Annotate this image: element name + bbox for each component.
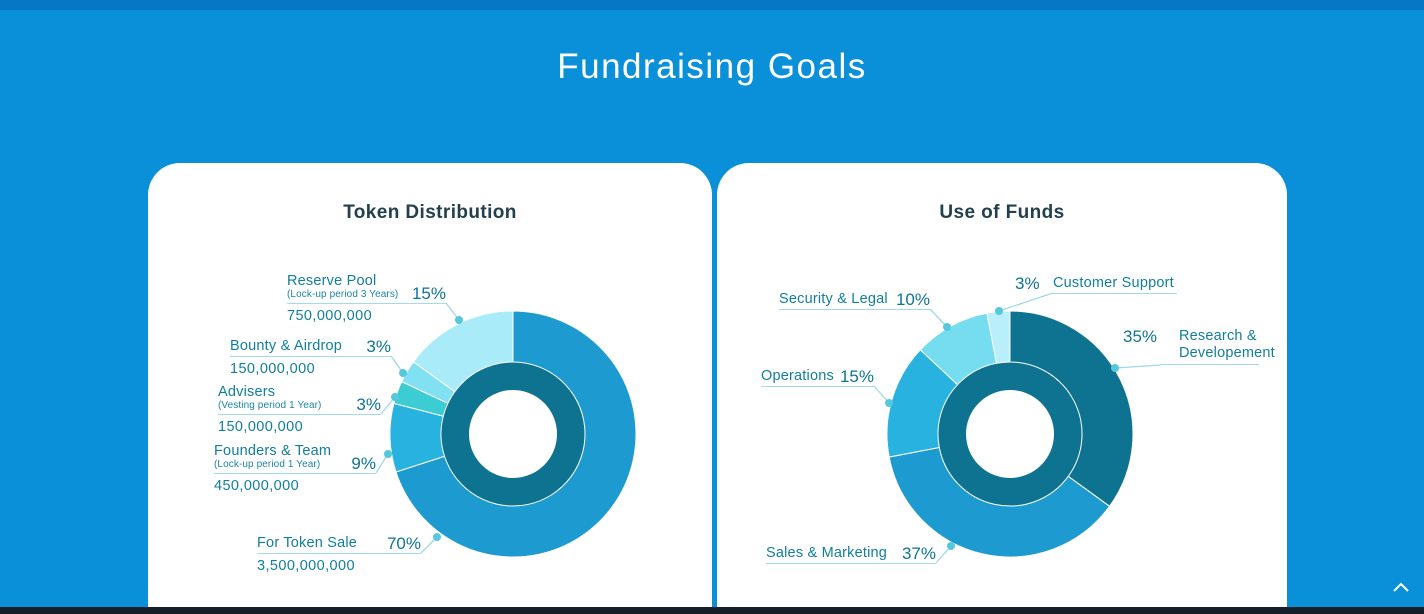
- donut-segment-1: [389, 402, 446, 473]
- label-security-legal: Security & Legal 10%: [779, 291, 930, 310]
- leader-line: [1114, 364, 1162, 369]
- leader-dot: [1111, 364, 1119, 372]
- use-of-funds-card: Use of Funds Customer Support 3%: [717, 163, 1287, 607]
- segment-label: Founders & Team: [214, 443, 332, 459]
- label-research-development: Research & Developement 35%: [1123, 328, 1275, 365]
- segment-label: Sales & Marketing: [766, 545, 888, 561]
- segment-label: Bounty & Airdrop: [230, 338, 343, 354]
- donut-segment-3: [401, 361, 456, 405]
- leader-dot: [947, 542, 955, 550]
- leader-line: [420, 536, 438, 554]
- label-founders-team: Founders & Team (Lock-up period 1 Year) …: [214, 443, 376, 494]
- segment-sublabel: (Lock-up period 1 Year): [214, 459, 321, 470]
- leader-line: [935, 545, 952, 564]
- cards-section: Token Distribution Reserve Pool (Lock-up…: [0, 163, 1424, 607]
- label-reserve-pool: Reserve Pool (Lock-up period 3 Years) 15…: [287, 273, 446, 324]
- label-bounty-airdrop: Bounty & Airdrop 3% 150,000,000: [230, 338, 391, 377]
- segment-percent: 70%: [386, 534, 421, 553]
- use-of-funds-title: Use of Funds: [939, 202, 1065, 223]
- label-customer-support: Customer Support 3%: [1015, 275, 1177, 294]
- label-operations: Operations 15%: [761, 368, 874, 387]
- leader-dot: [391, 393, 399, 401]
- leader-line: [375, 453, 389, 474]
- segment-label: Reserve Pool: [287, 273, 377, 289]
- leader-line: [929, 308, 948, 328]
- segment-label: Research & Developement: [1179, 328, 1275, 361]
- leader-line: [998, 292, 1054, 312]
- token-distribution-title: Token Distribution: [343, 202, 517, 223]
- donut-segment-2: [886, 349, 959, 458]
- segment-percent: 15%: [411, 284, 446, 303]
- label-advisers: Advisers (Vesting period 1 Year) 3% 150,…: [218, 384, 381, 435]
- leader-line: [873, 385, 890, 404]
- leader-dot: [384, 450, 392, 458]
- segment-amount: 750,000,000: [287, 308, 373, 324]
- segment-label: For Token Sale: [257, 535, 358, 551]
- donut-segment-4: [986, 310, 1011, 364]
- donut-inner-ring: [441, 362, 585, 506]
- leader-dot: [399, 369, 407, 377]
- donut-chart-1: [886, 310, 1134, 558]
- leader-dot: [433, 533, 441, 541]
- token-distribution-card: Token Distribution Reserve Pool (Lock-up…: [148, 163, 712, 607]
- segment-percent: 15%: [839, 367, 874, 386]
- leader-dot: [455, 316, 463, 324]
- leader-line: [380, 396, 396, 415]
- segment-amount: 450,000,000: [214, 478, 300, 494]
- segment-amount: 150,000,000: [218, 419, 304, 435]
- segment-sublabel: (Lock-up period 3 Years): [287, 289, 399, 300]
- leader-dot: [885, 399, 893, 407]
- segment-label: Advisers: [218, 384, 276, 400]
- segment-label: Security & Legal: [779, 291, 888, 307]
- segment-percent: 35%: [1123, 327, 1158, 346]
- segment-percent: 37%: [901, 544, 936, 563]
- segment-sublabel: (Vesting period 1 Year): [218, 400, 322, 411]
- page-title: Fundraising Goals: [557, 47, 867, 86]
- segment-label: Operations: [761, 368, 834, 384]
- segment-label: Customer Support: [1053, 275, 1174, 291]
- segment-amount: 3,500,000,000: [257, 558, 355, 574]
- segment-percent: 9%: [351, 454, 376, 473]
- segment-amount: 150,000,000: [230, 361, 316, 377]
- segment-percent: 3%: [356, 395, 381, 414]
- chevron-up-icon: [1393, 582, 1409, 592]
- bottom-section-edge: [0, 607, 1424, 614]
- label-for-token-sale: For Token Sale 70% 3,500,000,000: [257, 535, 421, 574]
- label-sales-marketing: Sales & Marketing 37%: [766, 545, 936, 564]
- segment-percent: 3%: [1015, 274, 1040, 293]
- donut-inner-ring: [938, 362, 1082, 506]
- donut-segment-1: [888, 446, 1111, 558]
- leader-line: [445, 302, 460, 321]
- leader-lines-1: [873, 292, 1162, 564]
- leader-line: [390, 355, 404, 374]
- top-bar: [0, 0, 1424, 10]
- donut-segment-3: [919, 312, 998, 386]
- donut-segment-0: [395, 310, 637, 558]
- segment-percent: 3%: [366, 337, 391, 356]
- segment-percent: 10%: [895, 290, 930, 309]
- scroll-to-top-button[interactable]: [1392, 580, 1410, 598]
- leader-dot: [995, 307, 1003, 315]
- donut-segment-2: [393, 380, 449, 417]
- leader-dot: [943, 323, 951, 331]
- donut-chart-0: [389, 310, 637, 558]
- donut-segment-0: [1009, 310, 1134, 507]
